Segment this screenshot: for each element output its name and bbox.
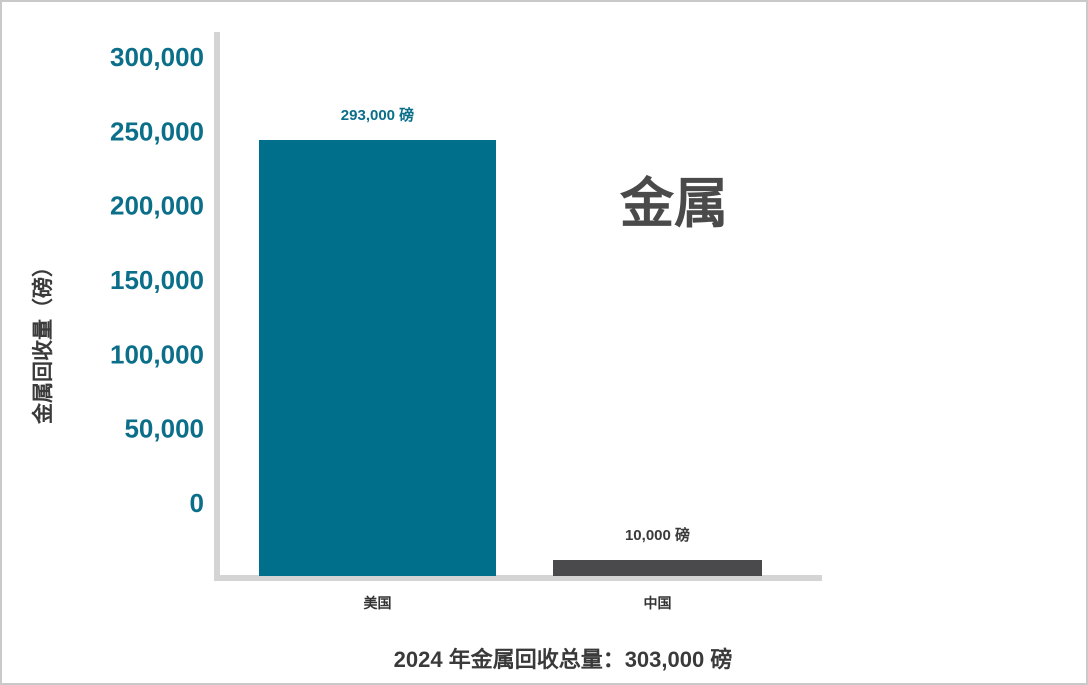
y-tick-label: 100,000 [110, 339, 204, 369]
data-label-usa: 293,000 磅 [341, 106, 414, 124]
y-tick-label: 300,000 [110, 42, 204, 72]
y-tick-label: 200,000 [110, 191, 204, 221]
y-axis-title: 金属回收量（磅） [31, 256, 55, 425]
y-tick-label: 0 [190, 488, 204, 518]
data-label-china: 10,000 磅 [625, 526, 690, 544]
x-tick-label-china: 中国 [644, 595, 672, 611]
y-tick-label: 150,000 [110, 265, 204, 295]
y-tick-label: 50,000 [124, 414, 204, 444]
chart-annotation: 金属 [619, 174, 728, 234]
total-summary: 2024 年金属回收总量：303,000 磅 [394, 647, 733, 672]
y-tick-labels: 0 50,000 100,000 150,000 200,000 250,000 300,0… [110, 42, 204, 518]
x-tick-label-usa: 美国 [364, 595, 392, 611]
y-tick-label: 250,000 [110, 116, 204, 146]
bar-china [553, 560, 762, 576]
bar-usa [259, 140, 496, 576]
